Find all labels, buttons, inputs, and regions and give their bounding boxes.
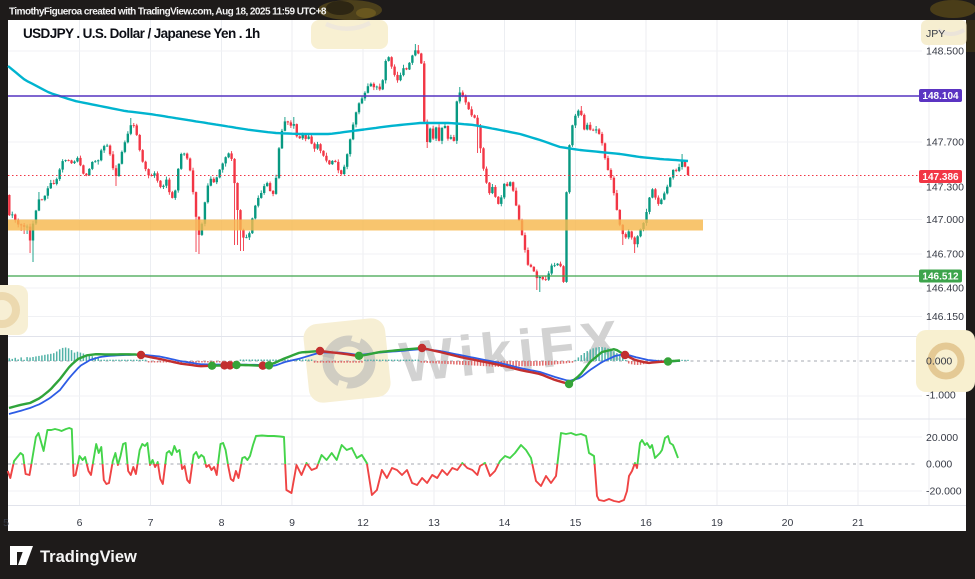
svg-text:6: 6: [77, 517, 83, 529]
svg-text:USDJPY . U.S. Dollar / Japanes: USDJPY . U.S. Dollar / Japanese Yen . 1h: [23, 26, 260, 41]
svg-text:0.000: 0.000: [926, 459, 952, 471]
svg-text:21: 21: [852, 517, 864, 529]
svg-text:16: 16: [640, 517, 652, 529]
svg-text:5: 5: [3, 517, 9, 529]
svg-text:9: 9: [289, 517, 295, 529]
svg-text:TimothyFigueroa created with T: TimothyFigueroa created with TradingView…: [9, 7, 327, 18]
svg-text:148.500: 148.500: [926, 46, 964, 58]
svg-text:19: 19: [711, 517, 723, 529]
svg-text:20.000: 20.000: [926, 432, 958, 444]
svg-text:12: 12: [357, 517, 369, 529]
svg-text:-20.000: -20.000: [926, 486, 962, 498]
svg-text:147.300: 147.300: [926, 182, 964, 194]
svg-text:147.700: 147.700: [926, 137, 964, 149]
svg-text:7: 7: [148, 517, 154, 529]
svg-text:13: 13: [428, 517, 440, 529]
svg-text:0.000: 0.000: [926, 356, 952, 368]
svg-text:146.400: 146.400: [926, 283, 964, 295]
svg-text:-1.000: -1.000: [926, 390, 956, 402]
svg-text:146.700: 146.700: [926, 249, 964, 261]
svg-text:JPY: JPY: [926, 28, 945, 40]
svg-text:8: 8: [219, 517, 225, 529]
svg-text:146.512: 146.512: [922, 272, 959, 283]
svg-text:TradingView: TradingView: [40, 548, 137, 566]
svg-text:147.000: 147.000: [926, 214, 964, 226]
svg-text:15: 15: [570, 517, 582, 529]
svg-text:147.386: 147.386: [922, 172, 959, 183]
svg-text:14: 14: [499, 517, 511, 529]
svg-text:20: 20: [782, 517, 794, 529]
svg-text:146.150: 146.150: [926, 311, 964, 323]
svg-text:148.104: 148.104: [922, 91, 959, 102]
